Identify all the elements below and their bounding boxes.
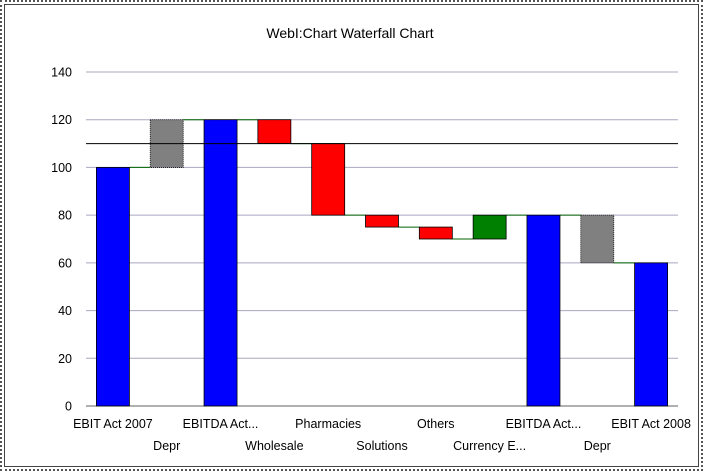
y-tick-label: 0: [65, 400, 72, 414]
x-category-label: EBITDA Act...: [183, 417, 259, 431]
x-category-label: Solutions: [356, 439, 407, 453]
gridlines: [86, 71, 678, 407]
x-category-label: EBIT Act 2008: [611, 417, 691, 431]
bar-adjustment: [580, 214, 615, 264]
y-tick-label: 60: [58, 256, 72, 270]
y-tick-label: 120: [51, 113, 72, 127]
x-category-label: Wholesale: [245, 439, 303, 453]
bar-total: [96, 167, 130, 407]
x-category-label: Currency E...: [453, 439, 526, 453]
x-category-label: Depr: [153, 439, 180, 453]
bar-decrease: [311, 143, 346, 216]
x-category-label: EBITDA Act...: [506, 417, 582, 431]
x-category-label: EBIT Act 2007: [73, 417, 153, 431]
bar-total: [526, 214, 561, 407]
y-tick-label: 80: [58, 209, 72, 223]
chart-title: WebI:Chart Waterfall Chart: [266, 25, 433, 41]
bar-total: [634, 262, 668, 407]
y-tick-label: 100: [51, 161, 72, 175]
bar-decrease: [365, 214, 399, 228]
x-category-label: Pharmacies: [295, 417, 361, 431]
bar-increase: [472, 214, 507, 240]
x-category-label: Depr: [584, 439, 611, 453]
x-category-label: Others: [417, 417, 455, 431]
bar-total: [203, 119, 238, 407]
bar-decrease: [257, 119, 292, 144]
bar-decrease: [418, 226, 453, 240]
bars: [96, 119, 668, 407]
y-axis-ticks: 0 20 40 60 80 100 120 140: [51, 66, 72, 414]
y-tick-label: 40: [58, 304, 72, 318]
y-tick-label: 20: [58, 352, 72, 366]
chart-inner-frame: [4, 4, 699, 467]
y-tick-label: 140: [51, 66, 72, 80]
